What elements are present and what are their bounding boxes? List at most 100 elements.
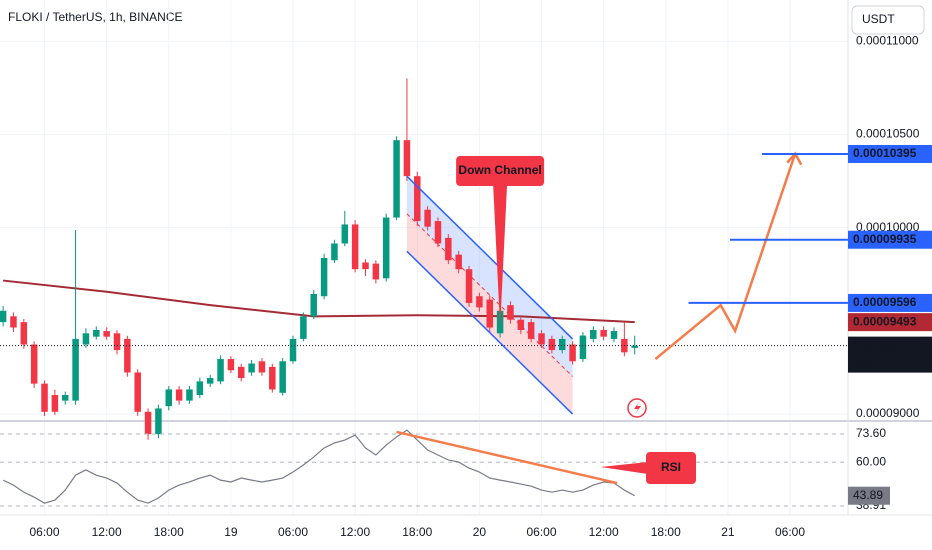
candle-body	[93, 329, 100, 337]
candle-body	[579, 335, 587, 360]
x-tick-label: 06:00	[278, 525, 308, 539]
candle-body	[20, 322, 28, 345]
candle-body	[144, 411, 152, 435]
level-tag: 0.00009596	[853, 295, 917, 309]
x-tick-label: 18:00	[651, 525, 681, 539]
candle-body	[248, 363, 255, 373]
candle-body	[310, 293, 317, 317]
candle-body	[51, 395, 59, 412]
projection-path	[654, 153, 797, 361]
candle-body	[72, 338, 79, 401]
candle-body	[196, 381, 204, 396]
candle-body	[134, 372, 141, 412]
candle-body	[206, 378, 214, 384]
candle-body	[362, 262, 369, 270]
candle-body	[569, 344, 576, 362]
candle-body	[227, 359, 235, 371]
ma-tag: 0.00009493	[853, 314, 917, 328]
candle-body	[155, 408, 162, 435]
y-tick-label: 0.00011000	[856, 33, 919, 47]
rsi-callout-pointer	[600, 462, 648, 474]
x-tick-label: 12:00	[340, 525, 370, 539]
candle-body	[403, 140, 411, 177]
candle-body	[331, 243, 338, 261]
x-tick-label: 19	[224, 525, 238, 539]
candle-body	[103, 331, 110, 337]
candle-body	[527, 322, 535, 339]
candle-body	[538, 333, 545, 345]
candle-body	[82, 333, 90, 345]
candle-body	[289, 338, 297, 362]
channel-lower	[406, 250, 574, 415]
x-tick-label: 20	[473, 525, 487, 539]
candle-body	[217, 359, 224, 382]
candle-body	[124, 338, 131, 373]
candle-body	[372, 263, 380, 280]
chart-title: FLOKI / TetherUS, 1h, BINANCE	[8, 10, 183, 24]
candle-body	[414, 176, 421, 222]
candle-body	[455, 254, 462, 270]
candle-body	[0, 310, 7, 323]
level-tag-bg	[848, 293, 932, 312]
candle-body	[300, 316, 307, 339]
candle-body	[486, 299, 493, 328]
rsi-trendline	[396, 430, 618, 485]
candle-body	[548, 338, 556, 351]
x-tick-label: 06:00	[527, 525, 557, 539]
y-tick-label: 0.00010000	[856, 220, 920, 234]
candle-body	[186, 389, 193, 401]
x-tick-label: 12:00	[589, 525, 619, 539]
channel-upper	[406, 175, 574, 340]
rsi-tick-label: 73.60	[856, 426, 886, 440]
candle-body	[30, 344, 38, 384]
candle-body	[61, 395, 69, 401]
x-tick-label: 06:00	[30, 525, 60, 539]
candle-body	[476, 296, 483, 308]
callout-box	[456, 156, 545, 186]
candle-body	[465, 269, 473, 303]
countdown: 18:00	[853, 355, 883, 369]
candle-body	[175, 389, 183, 401]
candle-body	[113, 333, 121, 351]
level-tag: 0.00010395	[853, 146, 917, 160]
candle-body	[279, 361, 286, 393]
candle-body	[382, 217, 390, 279]
candle-body	[558, 338, 566, 351]
alert-circle	[627, 398, 647, 418]
x-tick-label: 21	[721, 525, 735, 539]
candle-body	[393, 140, 400, 218]
currency-button[interactable]	[851, 5, 925, 35]
x-tick-label: 18:00	[154, 525, 184, 539]
candle-body	[341, 224, 349, 244]
candle-body	[610, 331, 618, 339]
y-tick-label: 0.00010500	[856, 127, 920, 141]
candle-body	[600, 329, 607, 337]
candle-body	[351, 224, 359, 270]
rsi-callout-text: RSI	[661, 460, 681, 474]
currency-label: USDT	[862, 12, 895, 26]
candle-body	[165, 389, 173, 407]
candle-body	[445, 237, 452, 261]
channel-mid	[406, 213, 573, 377]
candle-body	[320, 258, 328, 297]
candle-body	[590, 329, 597, 339]
level-tag-bg	[848, 230, 932, 249]
alert-bolt	[634, 402, 641, 414]
candle-body	[41, 383, 48, 412]
x-tick-label: 12:00	[92, 525, 122, 539]
candle-body	[238, 366, 245, 379]
candle-body	[10, 316, 17, 328]
last-tag-bg	[848, 336, 932, 373]
candle-body	[258, 361, 266, 373]
alert-icon[interactable]	[627, 398, 647, 418]
callout-pointer	[493, 184, 508, 328]
callout-text: Down Channel	[458, 163, 541, 177]
last-tag: 0.00009367	[853, 338, 917, 352]
candle-body	[269, 366, 276, 390]
candle-body	[631, 345, 638, 348]
ma-tag-bg	[848, 313, 932, 332]
candle-body	[424, 209, 431, 227]
rsi-callout-box	[646, 452, 696, 484]
rsi-current: 43.89	[853, 488, 883, 502]
